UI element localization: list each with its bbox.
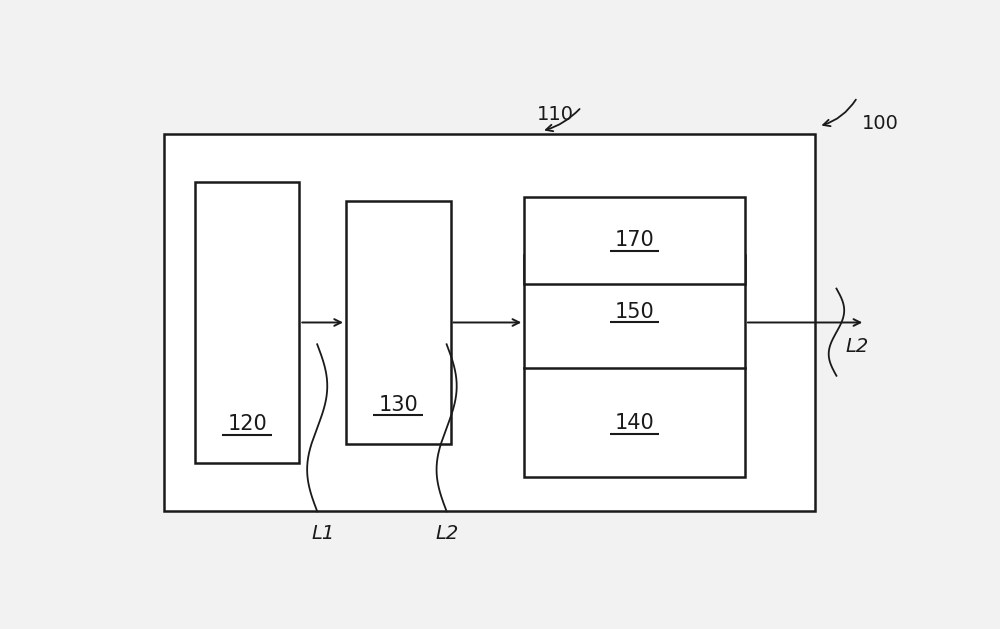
Text: 120: 120 bbox=[227, 415, 267, 434]
Text: 140: 140 bbox=[615, 413, 654, 433]
Text: L1: L1 bbox=[311, 524, 334, 543]
Text: 170: 170 bbox=[615, 230, 654, 250]
Bar bbox=[346, 201, 450, 443]
Text: L2: L2 bbox=[846, 337, 869, 356]
Bar bbox=[164, 133, 815, 511]
Text: 110: 110 bbox=[537, 104, 574, 124]
Text: 150: 150 bbox=[615, 301, 654, 321]
Text: L2: L2 bbox=[435, 524, 458, 543]
Text: 130: 130 bbox=[378, 395, 418, 415]
Bar bbox=[524, 196, 745, 284]
Bar bbox=[524, 255, 745, 477]
Text: 100: 100 bbox=[862, 114, 899, 133]
Bar bbox=[195, 182, 299, 463]
